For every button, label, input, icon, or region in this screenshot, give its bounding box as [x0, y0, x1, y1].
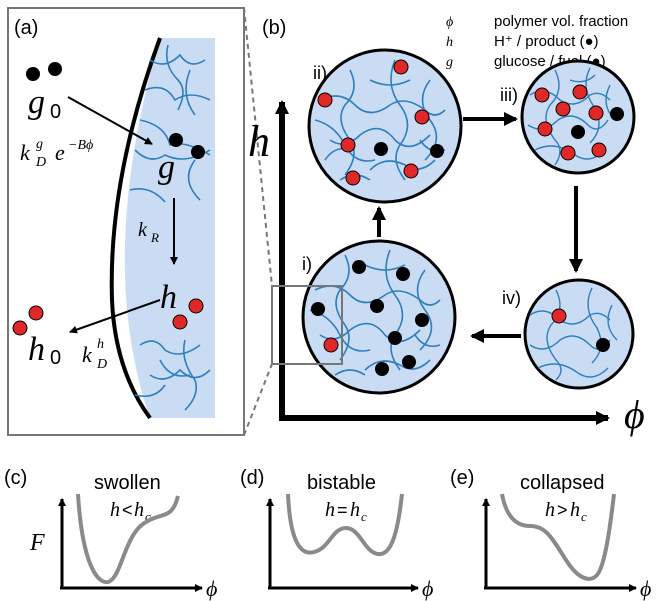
panel-e-title: collapsed — [520, 472, 605, 494]
free-energy-curve — [76, 493, 180, 585]
phi-label: ϕ — [640, 576, 651, 601]
panel-e-label: (e) — [450, 467, 474, 489]
kr-symbol: k — [138, 219, 148, 241]
zoom-box — [271, 285, 343, 365]
F-axis-label: F — [29, 530, 45, 556]
kdg-superscript: g — [36, 137, 43, 152]
legend-text: polymer vol. fraction — [494, 13, 628, 30]
state-label: iv) — [502, 288, 521, 308]
zoom-line-top — [243, 7, 273, 287]
state-label: iii) — [500, 85, 518, 105]
h0-subscript: 0 — [50, 347, 61, 369]
legend-symbol: ϕ — [446, 15, 453, 30]
kdg-subscript: D — [35, 155, 46, 170]
zoom-line-bottom — [243, 363, 273, 436]
panel-c-label: (c) — [4, 467, 27, 489]
panel-e: (e) collapsed h > h c ϕ — [450, 467, 651, 601]
panel-d: (d) bistable h = h c ϕ — [240, 467, 433, 601]
cond-rhs: h — [350, 499, 360, 521]
free-energy-curve — [286, 493, 404, 556]
phi-label: ϕ — [422, 576, 433, 601]
fuel-molecule — [191, 145, 205, 159]
legend: ϕ polymer vol. fraction h H⁺ / product (… — [446, 13, 628, 70]
panel-c-title: swollen — [94, 472, 161, 494]
kdg-symbol: k — [20, 140, 31, 165]
exp-exponent: −Bϕ — [68, 138, 93, 153]
state-i: i) — [301, 239, 457, 395]
cond-h: h — [325, 499, 335, 521]
legend-symbol: h — [446, 35, 453, 50]
product-molecule — [188, 298, 204, 314]
kdh-subscript: D — [96, 357, 107, 372]
kr-subscript: R — [150, 230, 159, 245]
gel-circle — [307, 48, 463, 204]
state-iii: iii) — [500, 59, 636, 175]
cond-h: h — [110, 499, 120, 521]
diffusion-out-arrow — [69, 299, 161, 334]
state-iv: iv) — [502, 278, 635, 390]
free-energy-curve — [500, 493, 616, 581]
gel-boundary — [109, 37, 162, 420]
gel-circle — [523, 278, 635, 390]
h-axis-label: h — [248, 117, 270, 166]
cond-rhs: h — [134, 499, 144, 521]
legend-symbol: g — [446, 55, 453, 70]
panel-d-title: bistable — [307, 472, 376, 494]
fuel-molecule — [26, 67, 40, 81]
product-molecule — [172, 314, 188, 330]
cond-sub: c — [145, 509, 151, 524]
cond-rhs: h — [570, 499, 580, 521]
cond-sub: c — [361, 509, 367, 524]
g-symbol: g — [158, 149, 175, 186]
diffusion-in-arrow — [67, 96, 153, 145]
gel-slab — [124, 38, 215, 418]
cond-op: = — [337, 500, 348, 520]
product-molecule — [28, 305, 44, 321]
panel-b-label: (b) — [262, 17, 286, 39]
panel-b: (b) h ϕ ϕ polymer vol. fraction h H⁺ / p… — [248, 13, 645, 437]
cond-sub: c — [581, 509, 587, 524]
kdh-symbol: k — [82, 342, 93, 367]
cond-op: < — [122, 500, 133, 520]
phi-label: ϕ — [206, 576, 217, 601]
panel-d-label: (d) — [240, 467, 264, 489]
h-symbol: h — [160, 279, 177, 316]
exp-base: e — [55, 140, 65, 165]
g0-subscript: 0 — [50, 101, 61, 123]
kdh-superscript: h — [97, 337, 104, 352]
panel-a: (a) g 0 k g D e −Bϕ — [7, 7, 245, 436]
cond-h: h — [545, 499, 555, 521]
product-molecule — [12, 320, 28, 336]
phi-axis-label: ϕ — [624, 392, 645, 437]
cond-op: > — [557, 500, 568, 520]
panel-c: (c) swollen h < h c F ϕ — [4, 467, 217, 601]
state-label: i) — [302, 254, 312, 274]
state-label: ii) — [313, 63, 327, 83]
fuel-molecule — [48, 62, 62, 76]
fuel-molecule — [169, 133, 183, 147]
panel-a-label: (a) — [14, 17, 38, 39]
legend-text: H⁺ / product (●) — [494, 33, 599, 50]
g0-symbol: g — [28, 84, 45, 121]
h0-symbol: h — [28, 331, 45, 368]
state-ii: ii) — [307, 48, 463, 204]
